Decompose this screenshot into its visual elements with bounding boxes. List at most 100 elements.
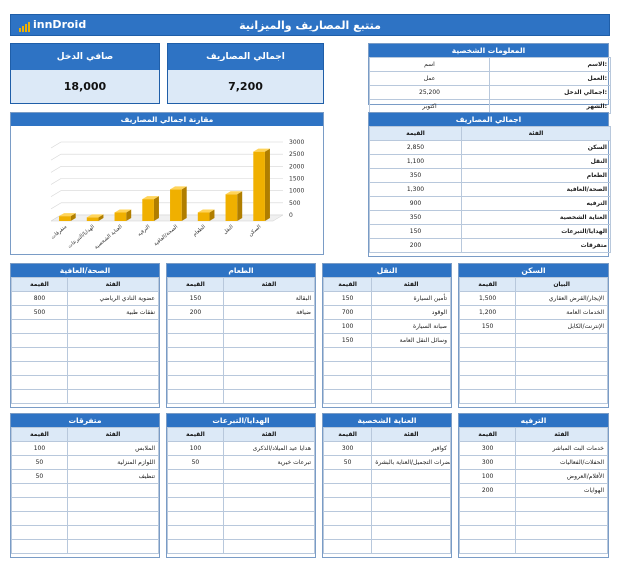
section-item-cell[interactable]: ضيافة <box>222 305 316 320</box>
section-empty-cell[interactable] <box>11 375 68 390</box>
section-empty-cell[interactable] <box>222 497 316 512</box>
section-empty-cell[interactable] <box>515 361 608 376</box>
section-value-cell[interactable]: 150 <box>322 291 373 306</box>
section-empty-cell[interactable] <box>222 525 316 540</box>
section-empty-cell[interactable] <box>222 333 316 348</box>
section-value-cell[interactable]: 700 <box>322 305 373 320</box>
section-empty-cell[interactable] <box>222 319 316 334</box>
section-empty-cell[interactable] <box>167 347 224 362</box>
section-value-cell[interactable]: 100 <box>458 469 517 484</box>
section-empty-cell[interactable] <box>322 511 373 526</box>
section-empty-cell[interactable] <box>222 375 316 390</box>
section-item-cell[interactable]: الملابس <box>66 441 160 456</box>
section-empty-cell[interactable] <box>371 539 451 554</box>
section-item-cell[interactable]: مستحضرات التجميل/العناية بالبشرة <box>371 455 451 470</box>
section-empty-cell[interactable] <box>11 389 68 404</box>
section-item-cell[interactable]: الإيجار/القرض العقاري <box>515 291 608 306</box>
section-empty-cell[interactable] <box>371 375 451 390</box>
section-empty-cell[interactable] <box>322 375 373 390</box>
section-item-cell[interactable]: الوقود <box>371 305 451 320</box>
section-empty-cell[interactable] <box>167 375 224 390</box>
section-item-cell[interactable]: البقالة <box>222 291 316 306</box>
section-empty-cell[interactable] <box>322 361 373 376</box>
section-empty-cell[interactable] <box>167 539 224 554</box>
section-value-cell[interactable]: 1,500 <box>458 291 517 306</box>
section-empty-cell[interactable] <box>222 483 316 498</box>
section-empty-cell[interactable] <box>167 389 224 404</box>
section-empty-cell[interactable] <box>222 539 316 554</box>
section-item-cell[interactable]: الإنترنت/الكابل <box>515 319 608 334</box>
section-item-cell[interactable]: هدايا عيد الميلاد/الذكرى <box>222 441 316 456</box>
section-value-cell[interactable]: 200 <box>167 305 224 320</box>
section-empty-cell[interactable] <box>66 483 160 498</box>
section-empty-cell[interactable] <box>167 319 224 334</box>
section-item-cell[interactable]: تبرعات خيرية <box>222 455 316 470</box>
section-empty-cell[interactable] <box>458 389 517 404</box>
section-empty-cell[interactable] <box>222 347 316 362</box>
section-empty-cell[interactable] <box>167 483 224 498</box>
section-empty-cell[interactable] <box>11 497 68 512</box>
section-empty-cell[interactable] <box>322 483 373 498</box>
section-value-cell[interactable]: 150 <box>167 291 224 306</box>
section-value-cell[interactable]: 150 <box>322 333 373 348</box>
section-empty-cell[interactable] <box>167 361 224 376</box>
section-empty-cell[interactable] <box>66 347 160 362</box>
section-empty-cell[interactable] <box>515 525 608 540</box>
section-empty-cell[interactable] <box>167 497 224 512</box>
section-empty-cell[interactable] <box>11 483 68 498</box>
section-empty-cell[interactable] <box>515 511 608 526</box>
personal-info-value[interactable]: 25,200 <box>369 85 490 100</box>
section-empty-cell[interactable] <box>66 511 160 526</box>
section-value-cell[interactable]: 150 <box>458 319 517 334</box>
section-empty-cell[interactable] <box>371 389 451 404</box>
section-value-cell[interactable]: 50 <box>11 469 68 484</box>
section-empty-cell[interactable] <box>515 333 608 348</box>
section-empty-cell[interactable] <box>11 525 68 540</box>
section-value-cell[interactable]: 100 <box>322 319 373 334</box>
section-empty-cell[interactable] <box>167 469 224 484</box>
section-empty-cell[interactable] <box>458 497 517 512</box>
section-empty-cell[interactable] <box>11 347 68 362</box>
section-empty-cell[interactable] <box>66 361 160 376</box>
section-empty-cell[interactable] <box>222 389 316 404</box>
section-value-cell[interactable]: 800 <box>11 291 68 306</box>
section-item-cell[interactable]: نفقات طبية <box>66 305 160 320</box>
personal-info-value[interactable]: اسم <box>369 57 490 72</box>
section-value-cell[interactable]: 300 <box>458 441 517 456</box>
section-empty-cell[interactable] <box>66 539 160 554</box>
section-empty-cell[interactable] <box>458 525 517 540</box>
section-value-cell[interactable]: 200 <box>458 483 517 498</box>
section-item-cell[interactable]: صيانة السيارة <box>371 319 451 334</box>
section-item-cell[interactable]: كوافير <box>371 441 451 456</box>
section-empty-cell[interactable] <box>11 539 68 554</box>
section-item-cell[interactable]: وسائل النقل العامة <box>371 333 451 348</box>
section-item-cell[interactable]: الخدمات العامة <box>515 305 608 320</box>
section-empty-cell[interactable] <box>515 347 608 362</box>
section-empty-cell[interactable] <box>371 525 451 540</box>
section-empty-cell[interactable] <box>458 347 517 362</box>
section-empty-cell[interactable] <box>515 539 608 554</box>
section-item-cell[interactable]: الهوايات <box>515 483 608 498</box>
section-empty-cell[interactable] <box>222 511 316 526</box>
section-empty-cell[interactable] <box>322 497 373 512</box>
section-empty-cell[interactable] <box>66 375 160 390</box>
section-item-cell[interactable]: عضوية النادي الرياضي <box>66 291 160 306</box>
section-empty-cell[interactable] <box>322 539 373 554</box>
section-item-cell[interactable]: تأمين السيارة <box>371 291 451 306</box>
section-empty-cell[interactable] <box>371 469 451 484</box>
section-empty-cell[interactable] <box>371 361 451 376</box>
section-empty-cell[interactable] <box>11 319 68 334</box>
section-item-cell[interactable]: خدمات البث المباشر <box>515 441 608 456</box>
section-value-cell[interactable]: 500 <box>11 305 68 320</box>
section-value-cell[interactable]: 50 <box>322 455 373 470</box>
section-value-cell[interactable]: 300 <box>458 455 517 470</box>
section-empty-cell[interactable] <box>458 361 517 376</box>
section-empty-cell[interactable] <box>167 525 224 540</box>
section-empty-cell[interactable] <box>66 389 160 404</box>
section-value-cell[interactable]: 1,200 <box>458 305 517 320</box>
section-empty-cell[interactable] <box>66 319 160 334</box>
section-value-cell[interactable]: 50 <box>11 455 68 470</box>
section-item-cell[interactable]: الأفلام/العروض <box>515 469 608 484</box>
section-empty-cell[interactable] <box>11 333 68 348</box>
section-empty-cell[interactable] <box>515 375 608 390</box>
